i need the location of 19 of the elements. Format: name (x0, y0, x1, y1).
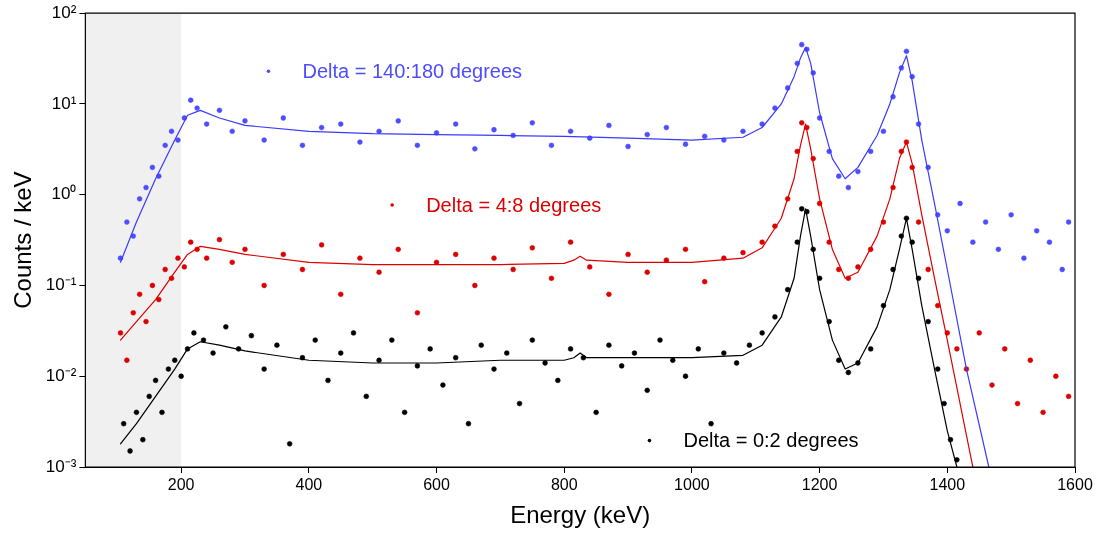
y-axis-title: Counts / keV (9, 171, 37, 309)
x-tick-label: 1000 (674, 476, 710, 494)
y-tick-label: 10⁻¹ (45, 275, 77, 295)
y-tick-label: 10¹ (51, 93, 77, 113)
y-tick-label: 10⁻² (45, 365, 77, 385)
x-tick-label: 1400 (929, 476, 966, 494)
text: Delta = 4:8 degrees (426, 193, 602, 216)
x-axis-title: Energy (keV) (510, 501, 651, 529)
text: Delta = 140:180 degrees (302, 59, 523, 82)
y-tick-label: 10² (51, 2, 77, 22)
y-tick-label: 10⁰ (51, 184, 77, 204)
y-tick-label: 10⁻³ (45, 456, 77, 476)
x-tick-label: 1600 (1057, 476, 1093, 494)
x-tick-label: 200 (167, 476, 195, 494)
x-tick-label: 600 (423, 476, 450, 494)
x-tick-label: 400 (295, 476, 323, 494)
x-tick-label: 800 (550, 476, 578, 494)
text: Delta = 0:2 degrees (683, 429, 859, 452)
x-tick-label: 1200 (801, 476, 838, 494)
